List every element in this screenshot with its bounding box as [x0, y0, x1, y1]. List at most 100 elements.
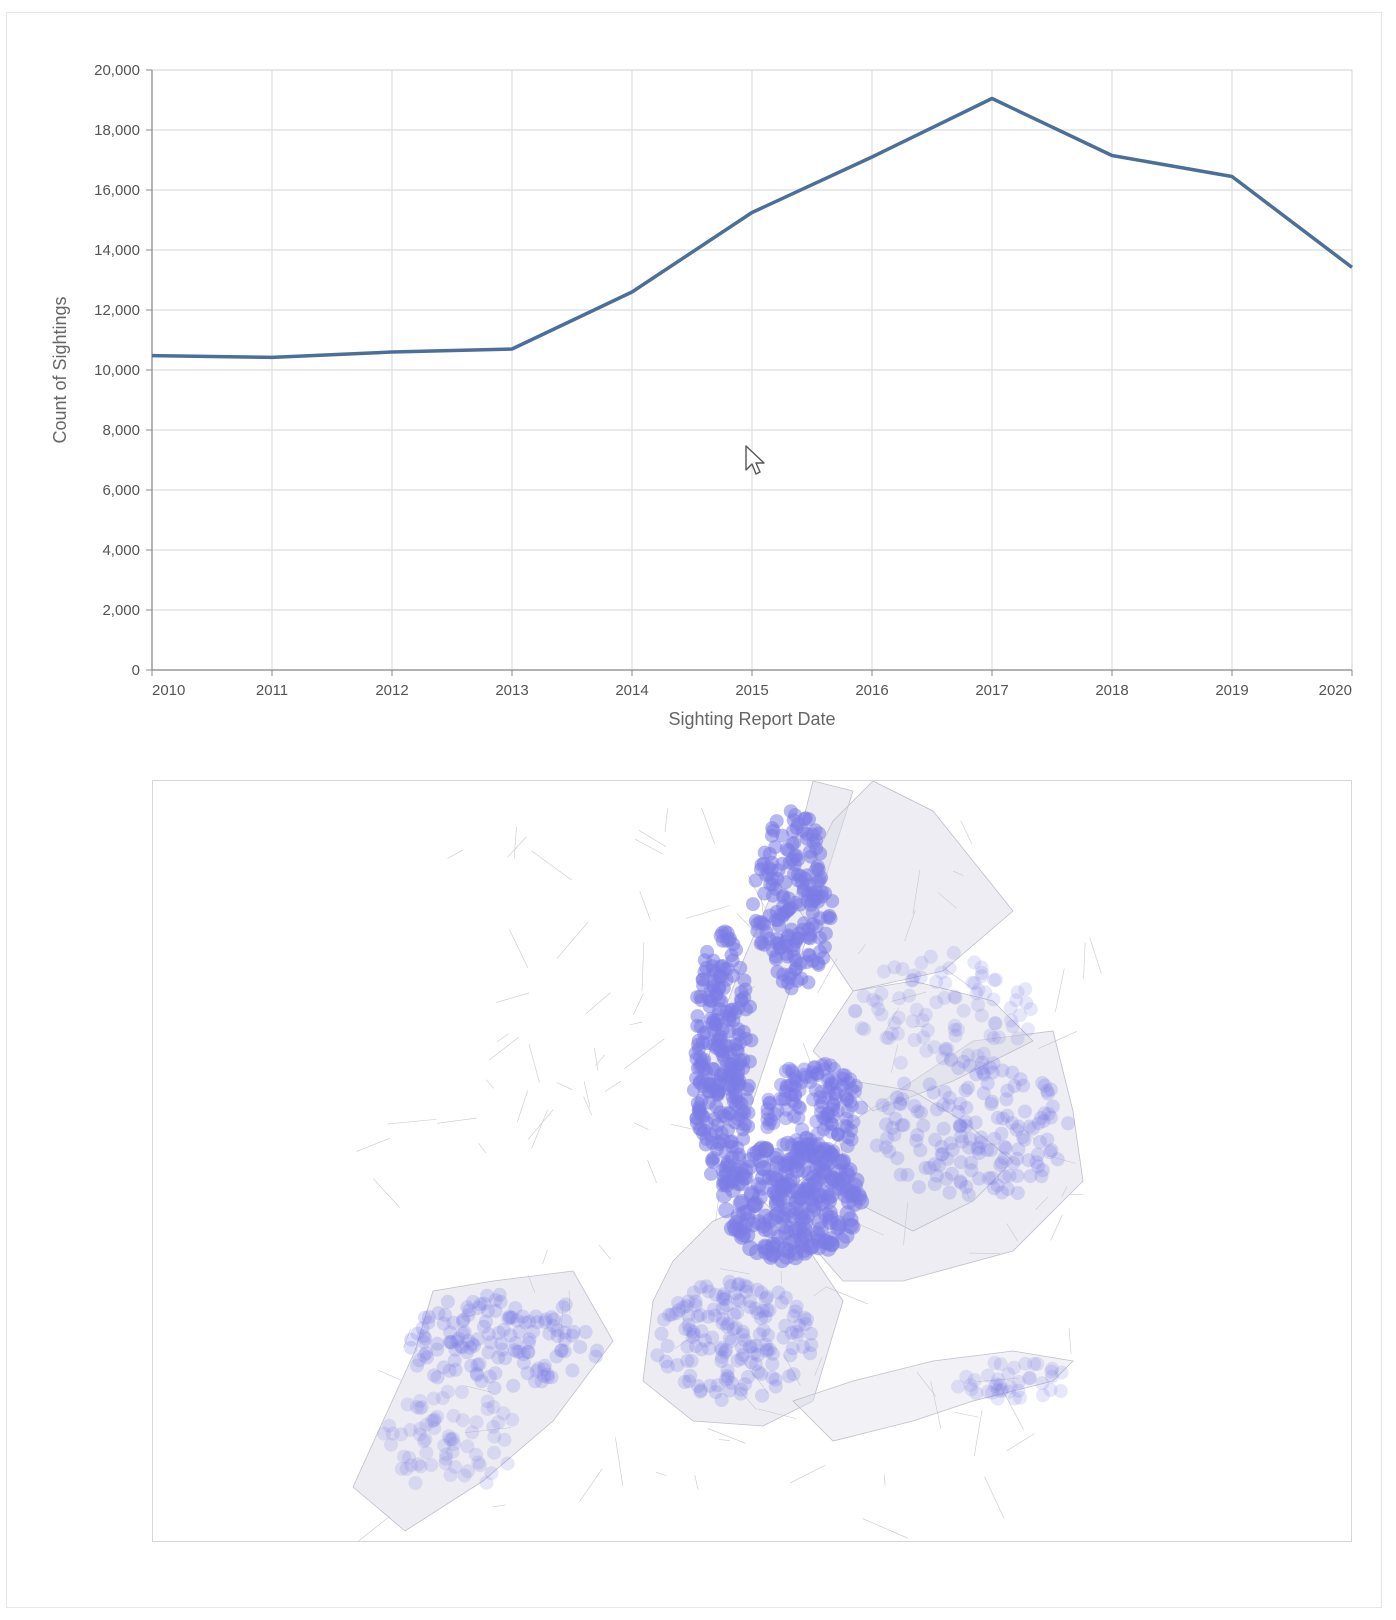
sighting-point	[1031, 1116, 1046, 1131]
sighting-point	[953, 1174, 968, 1189]
sighting-point	[987, 1131, 1002, 1146]
sighting-point	[1004, 1013, 1019, 1028]
sighting-point	[814, 1194, 830, 1211]
sighting-point	[708, 1287, 723, 1302]
sighting-point	[1005, 1065, 1020, 1080]
street-segment	[1004, 1115, 1020, 1139]
sighting-point	[445, 1444, 460, 1459]
street-segment	[883, 1007, 900, 1035]
sighting-point	[835, 1079, 850, 1094]
sighting-point	[479, 1475, 494, 1490]
sighting-point	[803, 1132, 818, 1147]
sighting-point	[987, 973, 1002, 988]
sighting-point	[750, 1214, 767, 1231]
street-segment	[629, 1021, 643, 1026]
sighting-point	[944, 1166, 959, 1181]
sighting-point	[938, 976, 953, 990]
street-segment	[1047, 1155, 1076, 1164]
sighting-point	[806, 1092, 821, 1107]
sighting-point	[766, 943, 780, 958]
sighting-point	[491, 1350, 506, 1365]
sighting-point	[402, 1450, 417, 1465]
sighting-point	[681, 1294, 696, 1309]
sighting-point	[1015, 1130, 1030, 1145]
sighting-point	[831, 1127, 846, 1142]
sighting-point	[828, 1075, 843, 1090]
sighting-point	[984, 1142, 998, 1157]
sighting-point	[537, 1369, 552, 1384]
sighting-point	[742, 1340, 757, 1355]
sighting-point	[671, 1296, 686, 1310]
sighting-point	[417, 1310, 432, 1325]
street-segment	[783, 1354, 801, 1386]
sighting-point	[704, 1166, 718, 1181]
sighting-point	[472, 1458, 487, 1473]
sighting-point	[895, 962, 910, 976]
street-segment	[528, 1043, 540, 1083]
sighting-point	[809, 1066, 824, 1081]
sighting-point	[749, 1144, 766, 1161]
sighting-point	[792, 1083, 807, 1098]
sighting-point	[961, 1080, 975, 1095]
sighting-point	[710, 1378, 725, 1393]
sighting-point	[907, 1033, 922, 1047]
sighting-point	[1000, 1182, 1015, 1196]
sighting-point	[714, 1044, 729, 1059]
sighting-point	[836, 1068, 850, 1082]
x-tick-label: 2012	[375, 682, 408, 699]
sighting-point	[815, 1095, 830, 1110]
sighting-point	[718, 1202, 735, 1219]
sighting-point	[486, 1400, 501, 1414]
sighting-point	[824, 1075, 839, 1090]
sighting-point	[820, 1107, 834, 1122]
sighting-point	[693, 1384, 708, 1399]
sighting-point	[943, 1136, 958, 1151]
sighting-point	[446, 1408, 461, 1423]
sighting-point	[444, 1432, 459, 1447]
sighting-point	[784, 900, 798, 915]
sighting-point	[890, 1090, 904, 1105]
sighting-point	[722, 1383, 737, 1398]
sighting-point	[1036, 1388, 1050, 1403]
sighting-point	[991, 1372, 1006, 1387]
sighting-point	[723, 1078, 738, 1093]
sighting-point	[684, 1353, 699, 1368]
map-region	[812, 980, 1034, 1112]
sighting-point	[515, 1309, 530, 1324]
sighting-point	[987, 1356, 1002, 1370]
sighting-point	[964, 1155, 979, 1170]
street-segment	[594, 1048, 599, 1071]
sighting-point	[486, 1419, 501, 1434]
sighting-point	[690, 1009, 705, 1024]
sighting-point	[942, 961, 957, 976]
sighting-point	[705, 1015, 720, 1030]
sighting-point	[748, 1301, 763, 1316]
map-region	[792, 1350, 1074, 1442]
sighting-point	[678, 1321, 693, 1336]
sighting-point	[714, 1393, 729, 1407]
sighting-point	[791, 1111, 806, 1126]
sighting-point	[1020, 1022, 1035, 1037]
sighting-point	[824, 1124, 839, 1139]
sighting-point	[893, 1096, 907, 1111]
sighting-point	[447, 1437, 462, 1451]
sighting-point	[913, 970, 928, 985]
sighting-point	[765, 1346, 780, 1361]
sighting-point	[713, 1033, 728, 1048]
sighting-point	[945, 1142, 960, 1157]
sighting-point	[848, 1003, 863, 1018]
sighting-point	[976, 1086, 991, 1101]
sighting-point	[430, 1342, 445, 1357]
sighting-point	[768, 1372, 783, 1387]
sighting-point	[760, 1106, 775, 1121]
sighting-point	[400, 1397, 415, 1412]
sighting-point	[731, 1027, 746, 1042]
sighting-point	[724, 1333, 739, 1348]
sighting-point	[501, 1311, 516, 1326]
sighting-point	[969, 1386, 984, 1401]
sightings-map[interactable]	[152, 780, 1352, 1542]
sighting-point	[987, 1181, 1001, 1196]
sighting-point	[488, 1303, 503, 1318]
sighting-point	[713, 1340, 728, 1355]
sighting-point	[701, 1309, 716, 1324]
